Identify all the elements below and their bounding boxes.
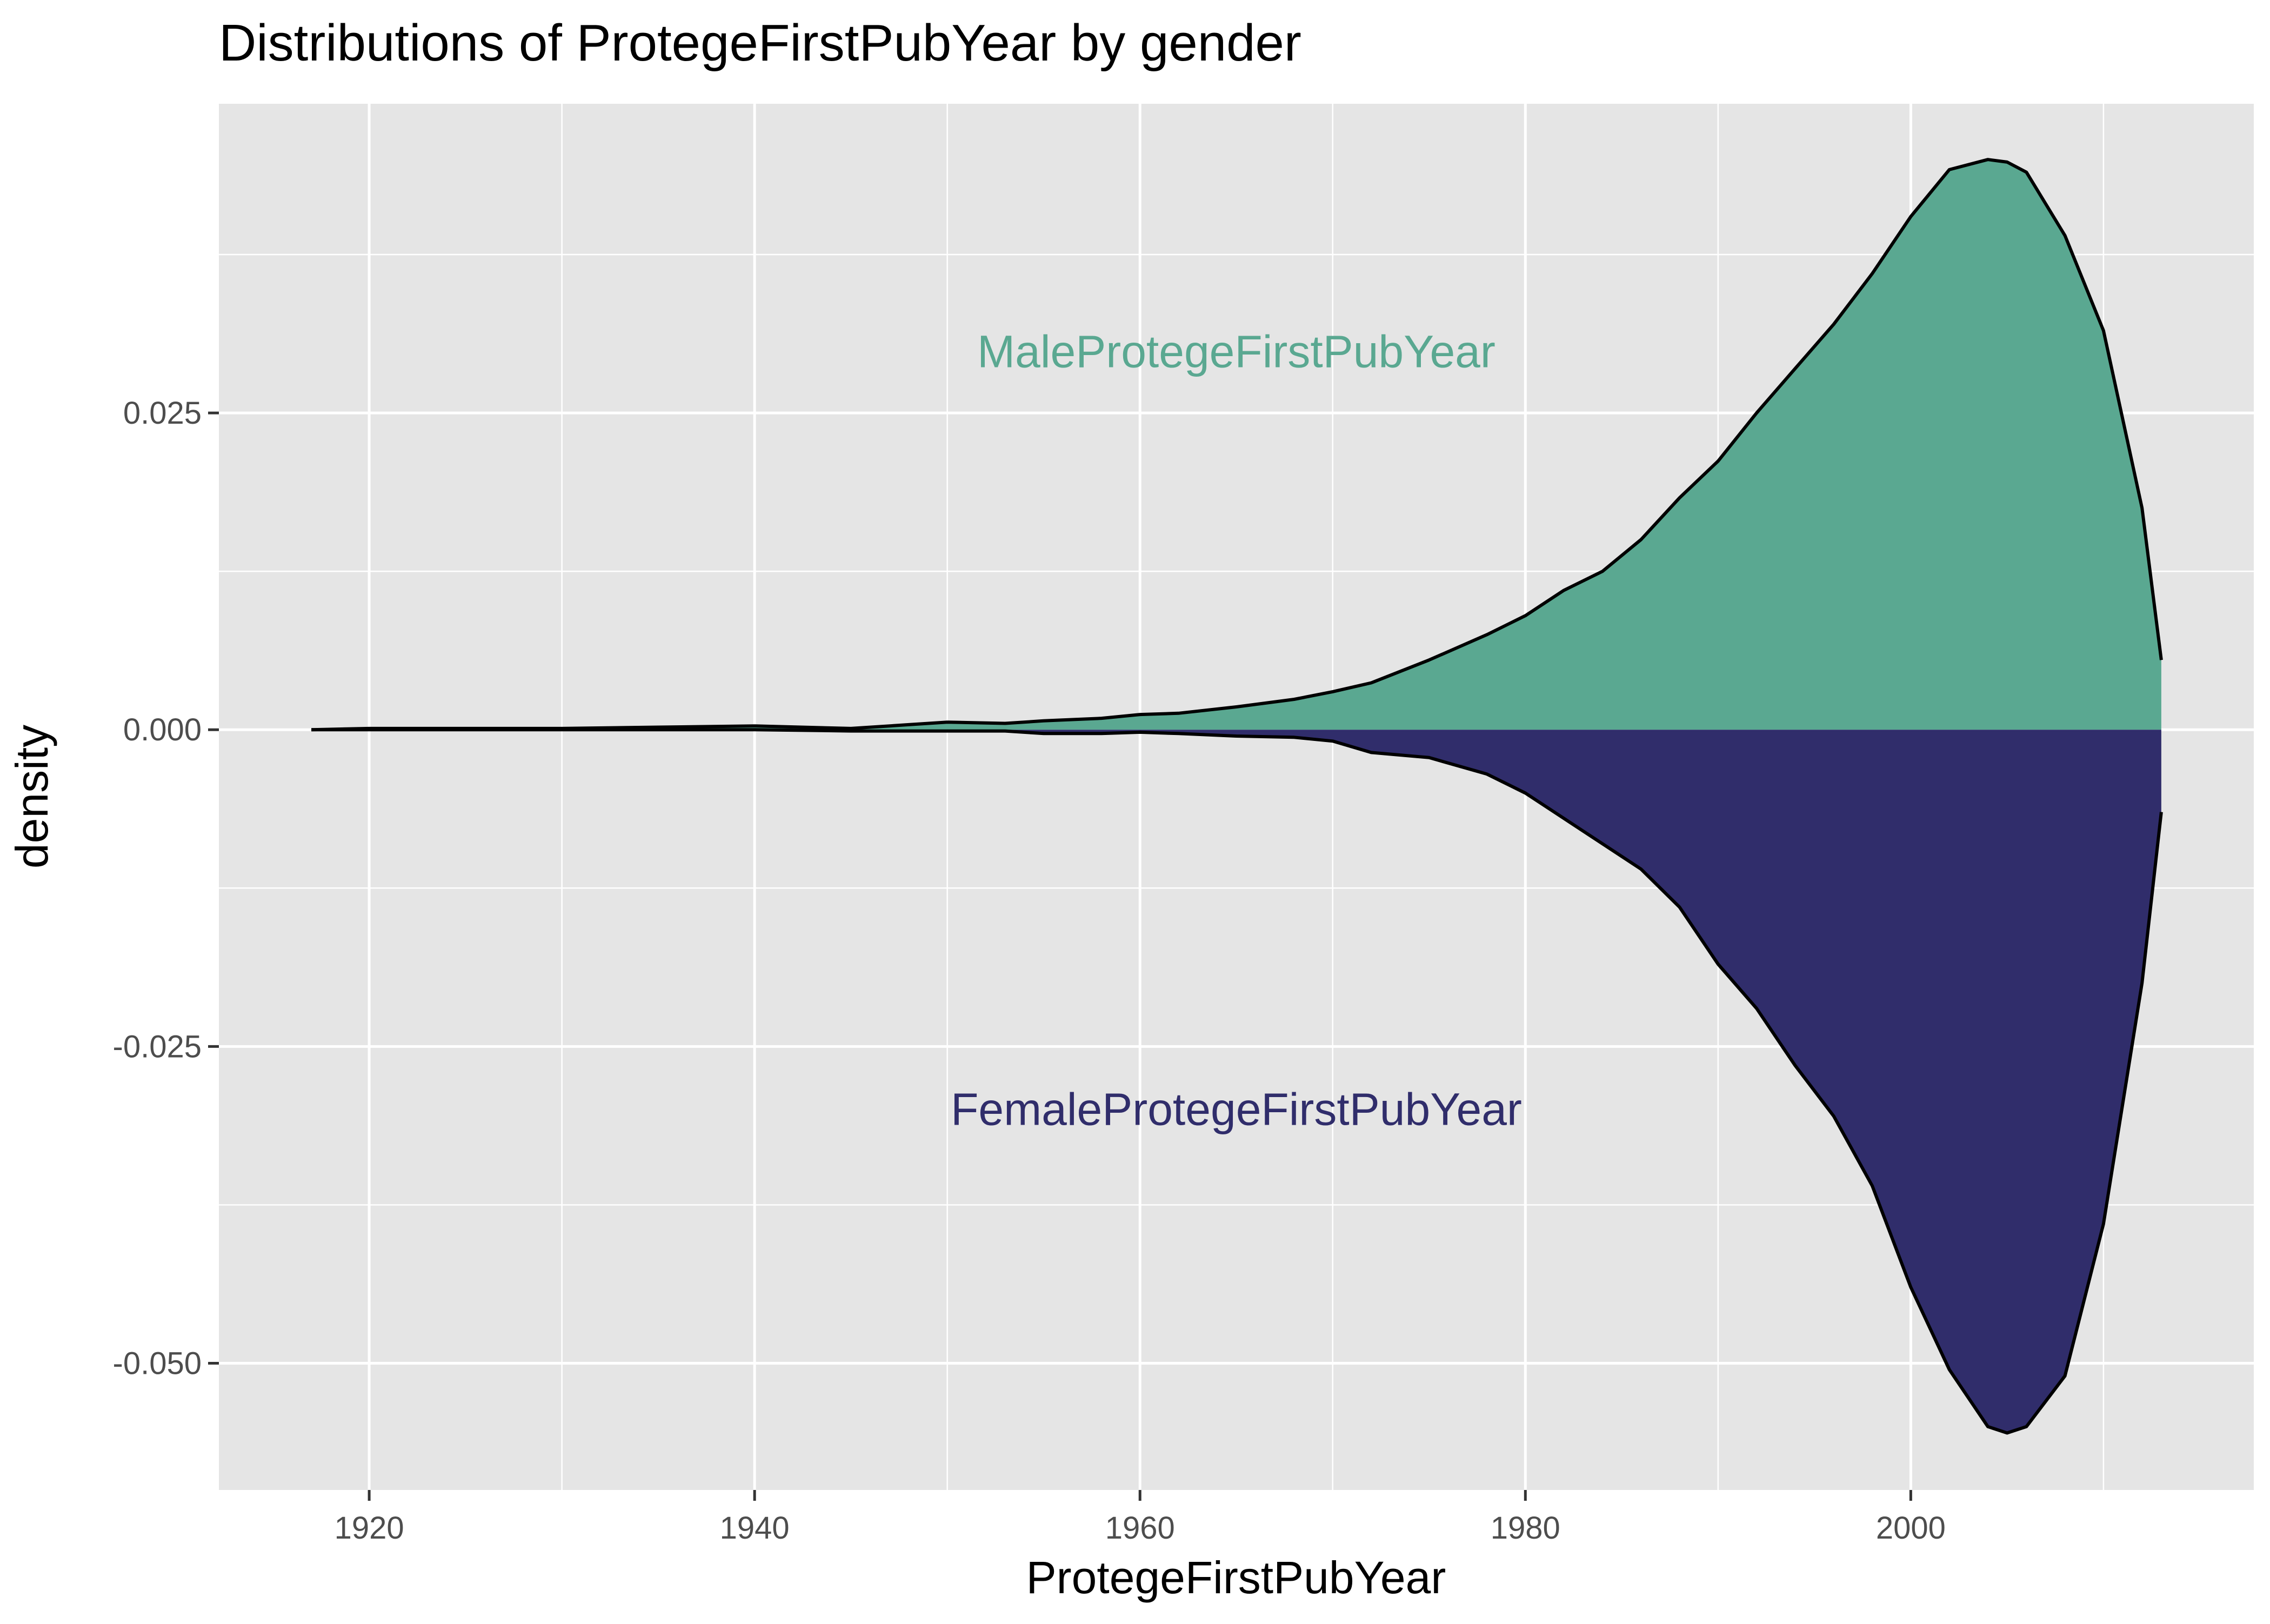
density-area-male bbox=[311, 159, 2161, 730]
annotation-female: FemaleProtegeFirstPubYear bbox=[951, 1084, 1522, 1135]
chart-title: Distributions of ProtegeFirstPubYear by … bbox=[219, 14, 1301, 72]
series-annotations: MaleProtegeFirstPubYear FemaleProtegeFir… bbox=[951, 326, 1522, 1135]
y-axis-label: density bbox=[6, 725, 57, 868]
x-tick-label: 1980 bbox=[1491, 1511, 1560, 1546]
x-tick-label: 1960 bbox=[1105, 1511, 1175, 1546]
y-tick-label: 0.025 bbox=[123, 396, 202, 431]
y-axis: -0.050 -0.025 0.000 0.025 bbox=[113, 396, 219, 1381]
x-tick-label: 1940 bbox=[720, 1511, 790, 1546]
density-outline-male bbox=[311, 158, 2163, 732]
x-axis-label: ProtegeFirstPubYear bbox=[1026, 1552, 1446, 1603]
density-outline-female bbox=[311, 728, 2163, 1435]
y-tick-label: -0.025 bbox=[113, 1029, 202, 1064]
y-tick-label: 0.000 bbox=[123, 712, 202, 747]
x-tick-label: 1920 bbox=[335, 1511, 404, 1546]
density-area-female bbox=[311, 730, 2161, 1433]
x-tick-label: 2000 bbox=[1876, 1511, 1946, 1546]
density-areas bbox=[311, 158, 2163, 1435]
x-axis: 1920 1940 1960 1980 2000 bbox=[335, 1490, 1946, 1546]
annotation-male: MaleProtegeFirstPubYear bbox=[977, 326, 1495, 377]
y-tick-label: -0.050 bbox=[113, 1346, 202, 1381]
